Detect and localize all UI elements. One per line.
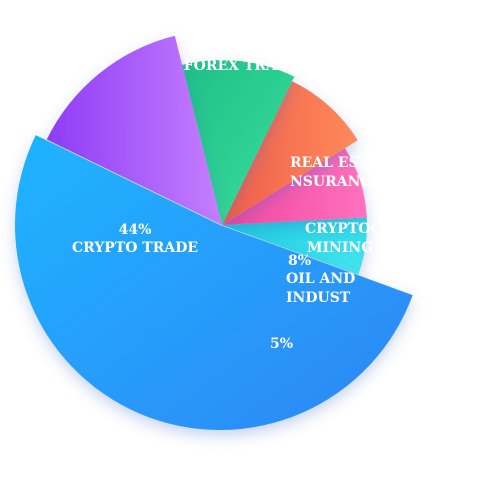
slice-name-label: REAL ESTA — [290, 155, 380, 171]
pie-slice-2 — [46, 35, 222, 225]
slice-name-label: MINING — [307, 240, 373, 256]
slice-name-label: NSURANCE — [290, 174, 382, 190]
pie-slice-1 — [15, 135, 413, 430]
slice-percent-label: 8% — [288, 253, 311, 269]
slice-percent-label: 5% — [270, 336, 293, 352]
slice-name-label: CRYPTOC — [305, 221, 382, 237]
pie-slice-4 — [222, 81, 358, 225]
pie-slice-6 — [222, 217, 367, 275]
slice-percent-label: 18% — [236, 40, 269, 56]
slice-name-label: FOREX TRADING — [184, 58, 321, 74]
pie-slice-3 — [182, 59, 295, 225]
slice-percent-label: 44% — [119, 222, 152, 238]
pie-slice-5 — [222, 148, 367, 225]
slice-name-label: OIL AND — [286, 271, 355, 287]
slice-name-label: CRYPTO TRADE — [72, 240, 198, 256]
slice-name-label: INDUST — [286, 290, 351, 306]
